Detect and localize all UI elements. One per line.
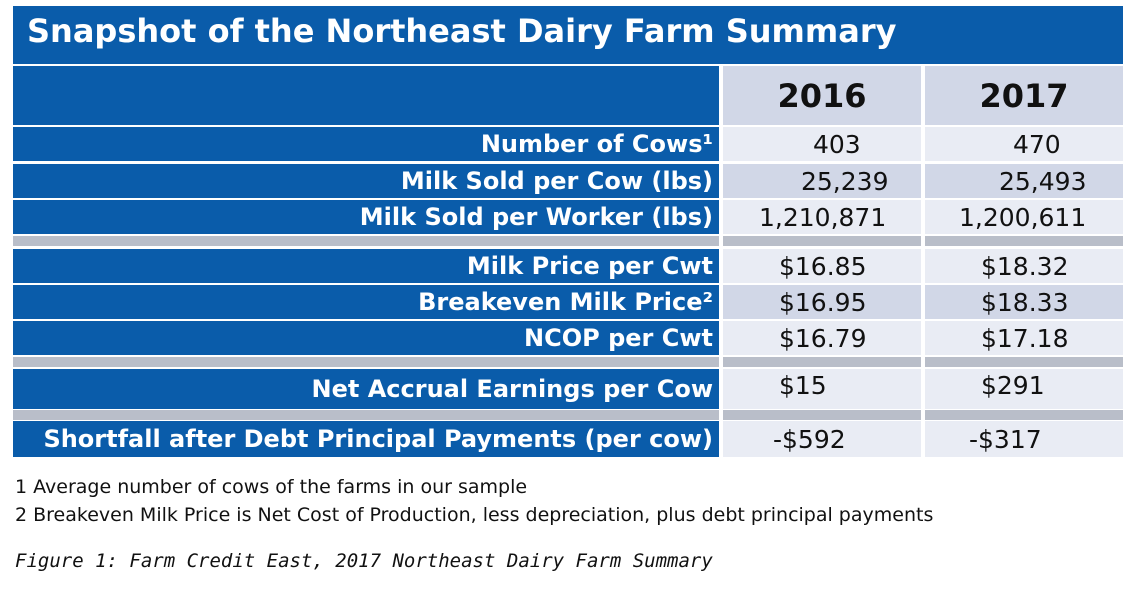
value-2016: $16.85 xyxy=(723,249,921,283)
table-title: Snapshot of the Northeast Dairy Farm Sum… xyxy=(27,12,897,50)
row-label: Milk Sold per Cow (lbs) xyxy=(13,164,719,198)
table-row: Net Accrual Earnings per Cow $15 $291 xyxy=(13,369,1123,409)
row-label: NCOP per Cwt xyxy=(13,321,719,355)
value-2016: 1,210,871 xyxy=(723,200,921,234)
value-2017: -$317 xyxy=(925,421,1123,457)
value-2016: $16.79 xyxy=(723,321,921,355)
value-2016: -$592 xyxy=(723,421,921,457)
table-row: NCOP per Cwt $16.79 $17.18 xyxy=(13,321,1123,355)
column-header-2017: 2017 xyxy=(925,66,1123,125)
table-row: Milk Sold per Worker (lbs) 1,210,871 1,2… xyxy=(13,200,1123,234)
value-2017: $18.33 xyxy=(925,285,1123,319)
column-header-2016: 2016 xyxy=(723,66,921,125)
header-row: 2016 2017 xyxy=(13,66,1123,125)
table-title-bar: Snapshot of the Northeast Dairy Farm Sum… xyxy=(13,6,1123,66)
header-label-cell xyxy=(13,66,719,125)
table-row: Milk Price per Cwt $16.85 $18.32 xyxy=(13,249,1123,283)
row-label: Shortfall after Debt Principal Payments … xyxy=(13,421,719,457)
value-2016: $16.95 xyxy=(723,285,921,319)
value-2016: 403 xyxy=(723,127,921,161)
row-label: Breakeven Milk Price² xyxy=(13,285,719,319)
table-row: Number of Cows¹ 403 470 xyxy=(13,127,1123,161)
value-2017: $17.18 xyxy=(925,321,1123,355)
row-separator xyxy=(13,357,1123,367)
table-row: Breakeven Milk Price² $16.95 $18.33 xyxy=(13,285,1123,319)
row-separator xyxy=(13,410,1123,420)
row-label: Net Accrual Earnings per Cow xyxy=(13,369,719,409)
value-2017: $18.32 xyxy=(925,249,1123,283)
value-2016: $15 xyxy=(723,369,921,409)
footnote-2: 2 Breakeven Milk Price is Net Cost of Pr… xyxy=(15,504,934,526)
table-row: Milk Sold per Cow (lbs) 25,239 25,493 xyxy=(13,164,1123,198)
row-label: Number of Cows¹ xyxy=(13,127,719,161)
value-2017: $291 xyxy=(925,369,1123,409)
row-separator xyxy=(13,236,1123,246)
row-label: Milk Sold per Worker (lbs) xyxy=(13,200,719,234)
table-row: Shortfall after Debt Principal Payments … xyxy=(13,421,1123,457)
value-2017: 1,200,611 xyxy=(925,200,1123,234)
value-2017: 470 xyxy=(925,127,1123,161)
value-2016: 25,239 xyxy=(723,164,921,198)
row-label: Milk Price per Cwt xyxy=(13,249,719,283)
footnote-1: 1 Average number of cows of the farms in… xyxy=(15,476,528,498)
value-2017: 25,493 xyxy=(925,164,1123,198)
figure-caption: Figure 1: Farm Credit East, 2017 Northea… xyxy=(15,550,713,572)
